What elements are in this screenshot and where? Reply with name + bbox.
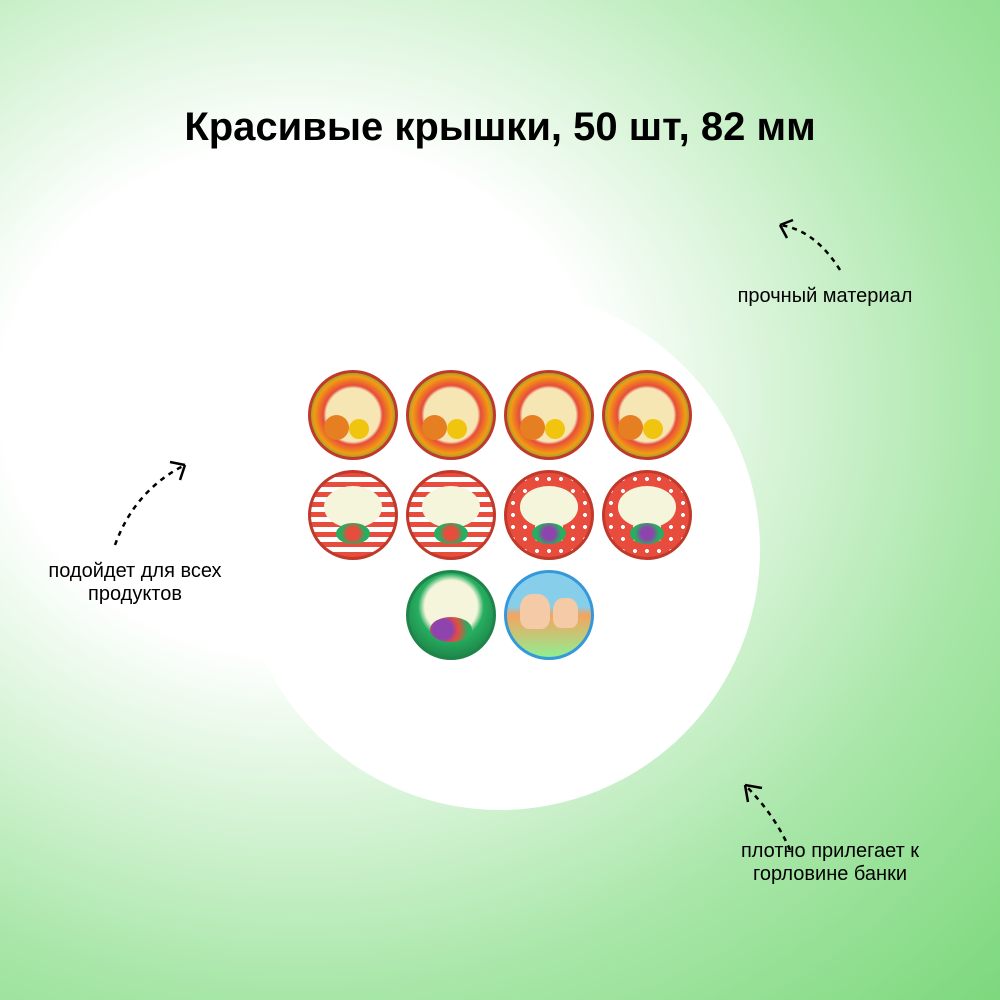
lid-checkered	[308, 470, 398, 560]
lid-checkered	[406, 470, 496, 560]
lid-polkadot	[504, 470, 594, 560]
lid-fruit	[308, 370, 398, 460]
annotation-material: прочный материал	[720, 285, 930, 308]
annotation-products: подойдет для всех продуктов	[30, 560, 240, 606]
arrow-material-icon	[765, 215, 855, 285]
lid-row-1	[300, 370, 700, 460]
arrow-products-icon	[100, 450, 200, 560]
annotation-fit: плотно прилегает к горловине банки	[715, 840, 945, 886]
lid-polkadot	[602, 470, 692, 560]
lid-people	[504, 570, 594, 660]
lid-fruit	[602, 370, 692, 460]
lid-fruit	[406, 370, 496, 460]
product-title: Красивые крышки, 50 шт, 82 мм	[184, 105, 815, 150]
lids-grid	[300, 370, 700, 670]
lid-fruit	[504, 370, 594, 460]
lid-green	[406, 570, 496, 660]
lid-row-3	[300, 570, 700, 660]
lid-row-2	[300, 470, 700, 560]
